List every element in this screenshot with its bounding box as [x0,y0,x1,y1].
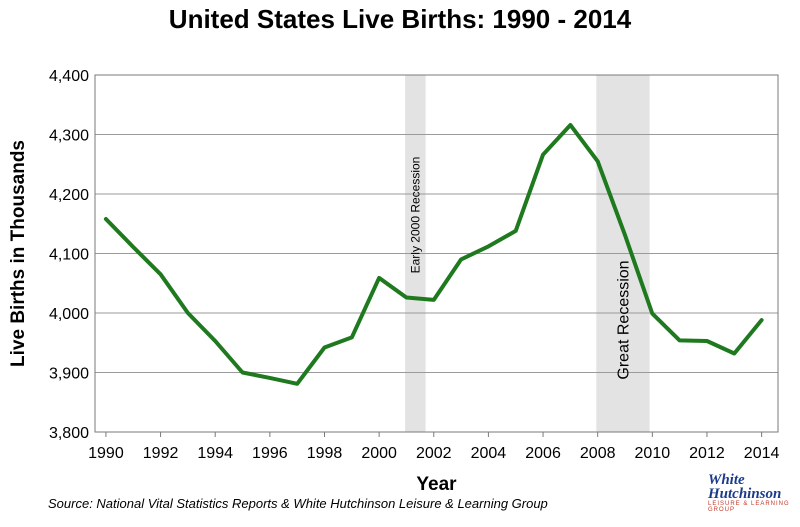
y-tick-label: 4,400 [49,68,89,85]
x-tick-label: 2014 [744,445,780,462]
x-tick-label: 2006 [525,445,561,462]
y-tick-label: 3,900 [49,366,89,383]
y-tick-label: 4,000 [49,306,89,323]
y-axis-label: Live Births in Thousands [8,140,29,367]
plot-frame [94,74,779,433]
company-logo: White Hutchinson LEISURE & LEARNING GROU… [708,472,792,520]
x-tick-label: 1996 [252,445,288,462]
x-tick-label: 1990 [88,445,124,462]
recession-band-label: Great Recession [616,260,633,379]
y-tick-label: 4,300 [49,128,89,145]
x-tick-label: 2002 [416,445,452,462]
source-note: Source: National Vital Statistics Report… [48,496,548,511]
x-tick-label: 1992 [143,445,179,462]
logo-line-1: White [708,472,745,488]
logo-line-2: Hutchinson [708,486,782,502]
y-tick-label: 4,200 [49,187,89,204]
x-tick-label: 2010 [635,445,671,462]
x-tick-label: 1994 [197,445,233,462]
y-tick-label: 4,100 [49,247,89,264]
x-axis-label: Year [416,474,457,495]
x-tick-label: 2004 [471,445,507,462]
chart-title: United States Live Births: 1990 - 2014 [168,4,632,34]
logo-line-3: LEISURE & LEARNING GROUP [708,501,790,513]
series-line [103,123,764,386]
x-tick-label: 2012 [689,445,725,462]
y-tick-label: 3,800 [49,425,89,442]
x-tick-label: 2000 [361,445,397,462]
x-tick-label: 2008 [580,445,616,462]
x-tick-label: 1998 [307,445,343,462]
recession-band-label: Early 2000 Recession [409,157,423,274]
